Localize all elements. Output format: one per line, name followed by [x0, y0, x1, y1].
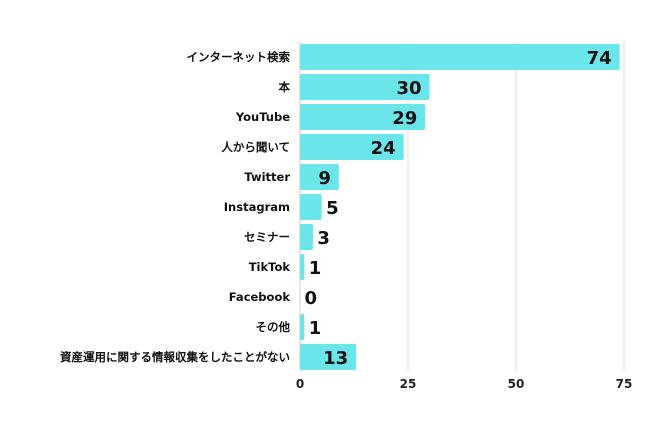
category-label: 資産運用に関する情報収集をしたことがない [60, 350, 290, 364]
category-label: セミナー [244, 230, 290, 244]
data-label: 13 [323, 348, 348, 369]
data-label: 9 [318, 168, 331, 189]
x-tick-label: 25 [400, 377, 417, 391]
x-tick-label: 75 [616, 377, 633, 391]
bar [300, 254, 305, 280]
bar [300, 44, 620, 70]
category-label: 本 [279, 80, 291, 94]
category-label: 人から聞いて [221, 140, 290, 154]
bar [300, 224, 313, 250]
category-label: YouTube [235, 110, 290, 124]
category-label: Instagram [224, 200, 290, 214]
x-tick-label: 50 [508, 377, 525, 391]
data-label: 24 [371, 138, 396, 159]
bar [300, 194, 322, 220]
data-label: 0 [304, 288, 317, 309]
data-label: 29 [392, 108, 417, 129]
bar [300, 134, 404, 160]
x-tick-label: 0 [296, 377, 304, 391]
category-label: インターネット検索 [187, 50, 291, 64]
category-label: その他 [256, 320, 291, 334]
data-label: 1 [309, 318, 322, 339]
category-label: TikTok [249, 260, 291, 274]
data-label: 3 [317, 228, 330, 249]
category-label: Twitter [244, 170, 290, 184]
bar [300, 74, 430, 100]
data-label: 1 [309, 258, 322, 279]
bar [300, 164, 339, 190]
data-label: 5 [326, 198, 339, 219]
category-label: Facebook [229, 290, 291, 304]
data-label: 74 [587, 48, 612, 69]
bar [300, 104, 426, 130]
data-label: 30 [397, 78, 422, 99]
bar [300, 314, 305, 340]
bar [300, 344, 357, 370]
